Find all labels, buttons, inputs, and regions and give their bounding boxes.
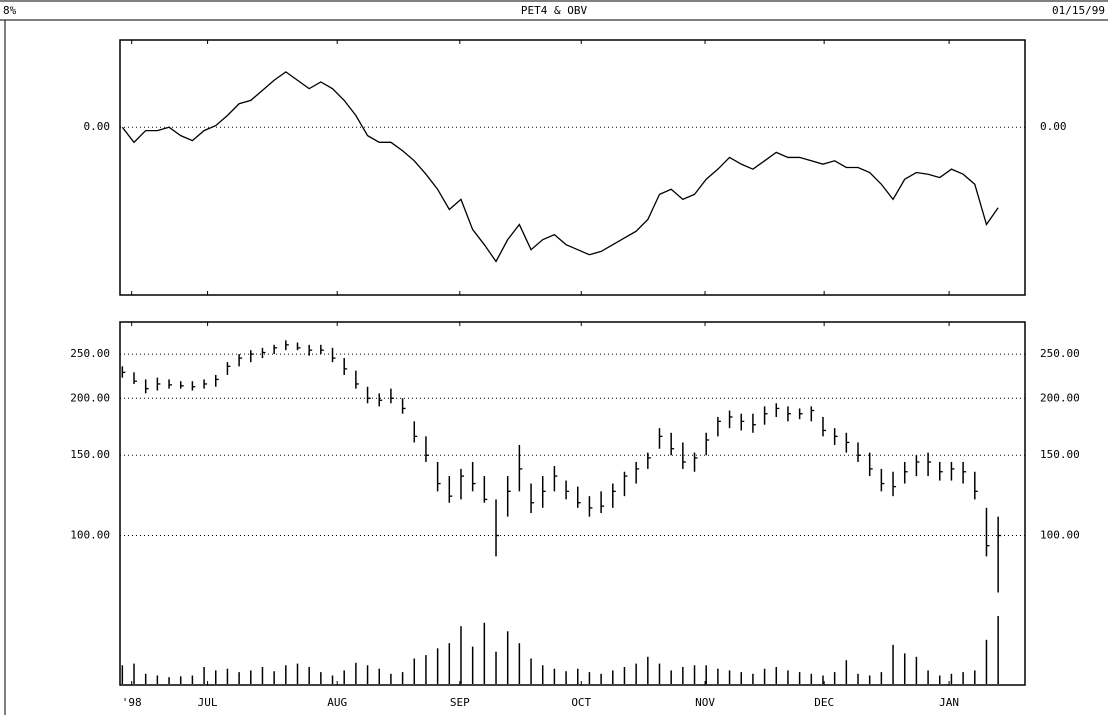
header-date: 01/15/99 xyxy=(1052,4,1105,17)
x-tick-label: '98 xyxy=(122,696,142,709)
obv-line xyxy=(121,71,999,263)
y-tick-label-right: 150.00 xyxy=(1040,448,1080,461)
top-panel xyxy=(119,39,1026,296)
x-tick-label: NOV xyxy=(695,696,715,709)
y-tick-label: 100.00 xyxy=(70,529,110,542)
y-tick-label: 250.00 xyxy=(70,347,110,360)
y-tick-label: 200.00 xyxy=(70,391,110,404)
y-tick-label-right: 0.00 xyxy=(1040,120,1067,133)
header-left: 8% xyxy=(3,4,17,17)
x-tick-label: OCT xyxy=(571,696,591,709)
x-tick-label: AUG xyxy=(327,696,347,709)
x-tick-label: DEC xyxy=(814,696,834,709)
x-tick-label: JAN xyxy=(939,696,959,709)
y-tick-label-right: 200.00 xyxy=(1040,391,1080,404)
header-title: PET4 & OBV xyxy=(521,4,588,17)
y-tick-label: 0.00 xyxy=(84,120,111,133)
x-tick-label: JUL xyxy=(198,696,218,709)
x-tick-label: SEP xyxy=(450,696,470,709)
bottom-panel xyxy=(119,321,1026,686)
y-tick-label-right: 100.00 xyxy=(1040,529,1080,542)
y-tick-label: 150.00 xyxy=(70,448,110,461)
y-tick-label-right: 250.00 xyxy=(1040,347,1080,360)
